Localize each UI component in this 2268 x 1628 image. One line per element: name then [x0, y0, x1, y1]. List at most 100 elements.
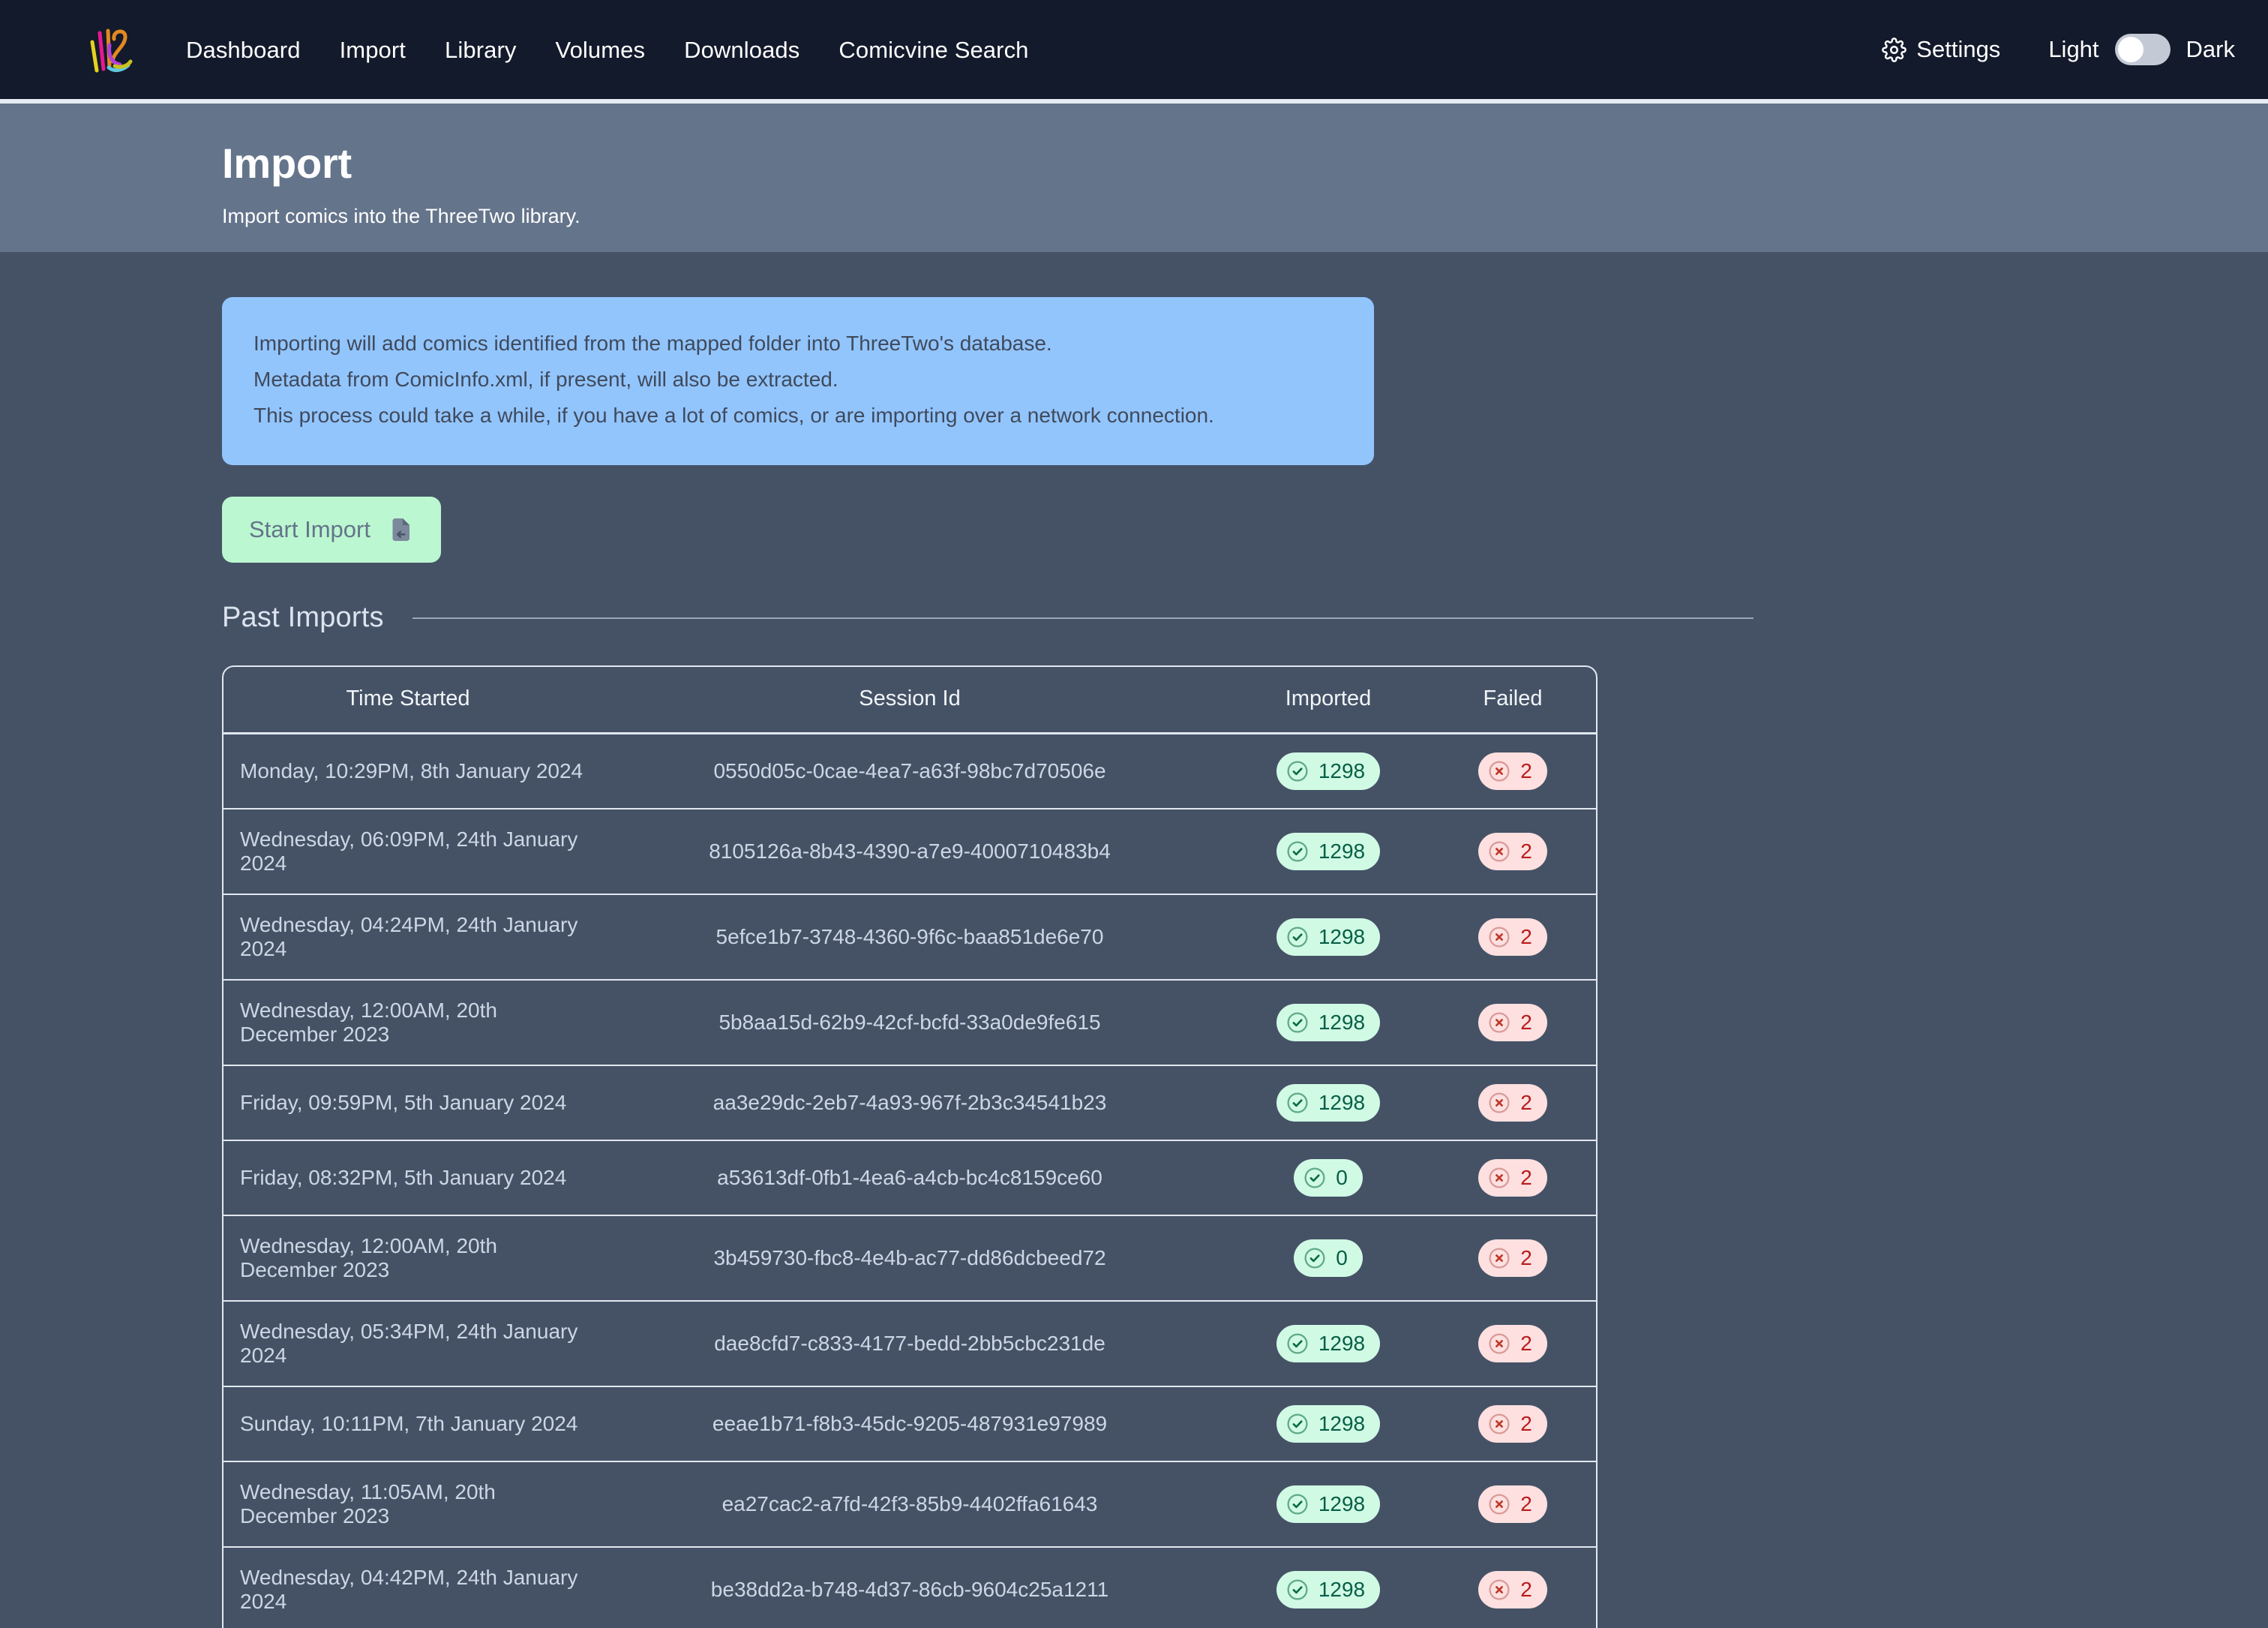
cell-time-started: Wednesday, 04:42PM, 24th January 2024 [224, 1548, 592, 1628]
failed-badge: 2 [1478, 833, 1547, 871]
cell-failed: 2 [1430, 734, 1596, 810]
failed-badge: 2 [1478, 1325, 1547, 1363]
imported-badge: 1298 [1276, 1004, 1381, 1042]
column-header-imported[interactable]: Imported [1227, 667, 1430, 735]
cell-imported: 0 [1227, 1216, 1430, 1302]
cell-failed: 2 [1430, 1141, 1596, 1217]
past-imports-table-wrap: Time Started Session Id Imported Failed … [222, 665, 1598, 1628]
theme-switch: Light Dark [2048, 34, 2235, 65]
cell-failed: 2 [1430, 1216, 1596, 1302]
table-row[interactable]: Wednesday, 12:00AM, 20th December 2023 5b… [224, 981, 1596, 1067]
imported-count: 1298 [1318, 1412, 1366, 1436]
page-subtitle: Import comics into the ThreeTwo library. [222, 205, 580, 228]
check-circle-icon [1304, 1167, 1325, 1189]
failed-badge: 2 [1478, 1485, 1547, 1524]
x-circle-icon [1489, 1012, 1510, 1034]
file-import-icon [392, 518, 410, 542]
failed-badge: 2 [1478, 752, 1547, 791]
table-row[interactable]: Friday, 08:32PM, 5th January 2024 a53613d… [224, 1141, 1596, 1217]
cell-imported: 1298 [1227, 1066, 1430, 1142]
nav-link-volumes[interactable]: Volumes [555, 36, 646, 63]
failed-count: 2 [1520, 1166, 1532, 1190]
table-row[interactable]: Wednesday, 12:00AM, 20th December 2023 3b… [224, 1216, 1596, 1302]
cell-imported: 1298 [1227, 981, 1430, 1067]
nav-link-downloads[interactable]: Downloads [684, 36, 800, 63]
imported-badge: 1298 [1276, 1485, 1381, 1524]
navbar-underline [0, 99, 2268, 104]
check-circle-icon [1287, 1579, 1308, 1601]
failed-badge: 2 [1478, 1239, 1547, 1278]
cell-session-id: 3b459730-fbc8-4e4b-ac77-dd86dcbeed72 [592, 1216, 1227, 1302]
cell-time-started: Wednesday, 11:05AM, 20th December 2023 [224, 1462, 592, 1548]
page-title: Import [222, 140, 352, 187]
theme-toggle[interactable] [2114, 34, 2170, 65]
imported-badge: 1298 [1276, 1084, 1381, 1122]
cell-imported: 1298 [1227, 1302, 1430, 1388]
cell-failed: 2 [1430, 981, 1596, 1067]
cell-session-id: aa3e29dc-2eb7-4a93-967f-2b3c34541b23 [592, 1066, 1227, 1142]
threetwo-logo-icon[interactable] [87, 23, 134, 77]
cell-session-id: ea27cac2-a7fd-42f3-85b9-4402ffa61643 [592, 1462, 1227, 1548]
cell-session-id: 8105126a-8b43-4390-a7e9-4000710483b4 [592, 809, 1227, 896]
imported-count: 1298 [1318, 840, 1366, 864]
cell-session-id: dae8cfd7-c833-4177-bedd-2bb5cbc231de [592, 1302, 1227, 1388]
cell-time-started: Wednesday, 12:00AM, 20th December 2023 [224, 1216, 592, 1302]
start-import-button[interactable]: Start Import [222, 497, 441, 563]
imported-count: 0 [1336, 1246, 1348, 1270]
column-header-time-started[interactable]: Time Started [224, 667, 592, 735]
check-circle-icon [1287, 1012, 1308, 1034]
nav-link-comicvine-search[interactable]: Comicvine Search [838, 36, 1029, 63]
imported-count: 1298 [1318, 1011, 1366, 1035]
nav-link-dashboard[interactable]: Dashboard [186, 36, 301, 63]
cell-session-id: 5efce1b7-3748-4360-9f6c-baa851de6e70 [592, 895, 1227, 981]
cell-imported: 1298 [1227, 1548, 1430, 1628]
nav-link-library[interactable]: Library [445, 36, 517, 63]
check-circle-icon [1304, 1248, 1325, 1269]
table-header-row: Time Started Session Id Imported Failed [224, 667, 1596, 735]
settings-button[interactable]: Settings [1873, 30, 2009, 69]
cell-time-started: Wednesday, 04:24PM, 24th January 2024 [224, 895, 592, 981]
info-line-2: Metadata from ComicInfo.xml, if present,… [254, 368, 838, 392]
main-content: Importing will add comics identified fro… [0, 297, 2268, 1628]
table-row[interactable]: Friday, 09:59PM, 5th January 2024 aa3e29d… [224, 1066, 1596, 1142]
table-row[interactable]: Wednesday, 04:24PM, 24th January 2024 5ef… [224, 895, 1596, 981]
column-header-failed[interactable]: Failed [1430, 667, 1596, 735]
imported-badge: 1298 [1276, 1325, 1381, 1363]
cell-failed: 2 [1430, 1462, 1596, 1548]
cell-failed: 2 [1430, 1548, 1596, 1628]
cell-time-started: Monday, 10:29PM, 8th January 2024 [224, 734, 592, 810]
x-circle-icon [1489, 1092, 1510, 1114]
info-line-3: This process could take a while, if you … [254, 404, 1214, 428]
table-row[interactable]: Wednesday, 06:09PM, 24th January 2024 810… [224, 809, 1596, 896]
table-head: Time Started Session Id Imported Failed [224, 667, 1596, 735]
failed-badge: 2 [1478, 1004, 1547, 1042]
page-banner: Import Import comics into the ThreeTwo l… [0, 104, 2268, 252]
gear-icon [1882, 37, 1907, 62]
cell-imported: 1298 [1227, 1387, 1430, 1463]
table-row[interactable]: Wednesday, 05:34PM, 24th January 2024 dae… [224, 1302, 1596, 1388]
past-imports-title: Past Imports [222, 602, 384, 634]
failed-count: 2 [1520, 840, 1532, 864]
table-body: Monday, 10:29PM, 8th January 2024 0550d05… [224, 734, 1596, 1628]
x-circle-icon [1489, 841, 1510, 863]
imported-badge: 0 [1294, 1239, 1363, 1278]
failed-count: 2 [1520, 1332, 1532, 1356]
cell-imported: 1298 [1227, 1462, 1430, 1548]
imported-count: 1298 [1318, 1332, 1366, 1356]
cell-session-id: eeae1b71-f8b3-45dc-9205-487931e97989 [592, 1387, 1227, 1463]
cell-imported: 0 [1227, 1141, 1430, 1217]
imported-count: 1298 [1318, 1578, 1366, 1602]
navbar-right-group: Settings Light Dark [1873, 30, 2235, 69]
x-circle-icon [1489, 927, 1510, 948]
imported-badge: 1298 [1276, 833, 1381, 871]
x-circle-icon [1489, 1579, 1510, 1601]
column-header-session-id[interactable]: Session Id [592, 667, 1227, 735]
nav-link-import[interactable]: Import [339, 36, 406, 63]
cell-failed: 2 [1430, 895, 1596, 981]
table-row[interactable]: Wednesday, 04:42PM, 24th January 2024 be3… [224, 1548, 1596, 1628]
table-row[interactable]: Wednesday, 11:05AM, 20th December 2023 ea… [224, 1462, 1596, 1548]
table-row[interactable]: Sunday, 10:11PM, 7th January 2024 eeae1b7… [224, 1387, 1596, 1463]
theme-light-label: Light [2048, 36, 2099, 62]
table-row[interactable]: Monday, 10:29PM, 8th January 2024 0550d05… [224, 734, 1596, 810]
imported-count: 1298 [1318, 925, 1366, 949]
